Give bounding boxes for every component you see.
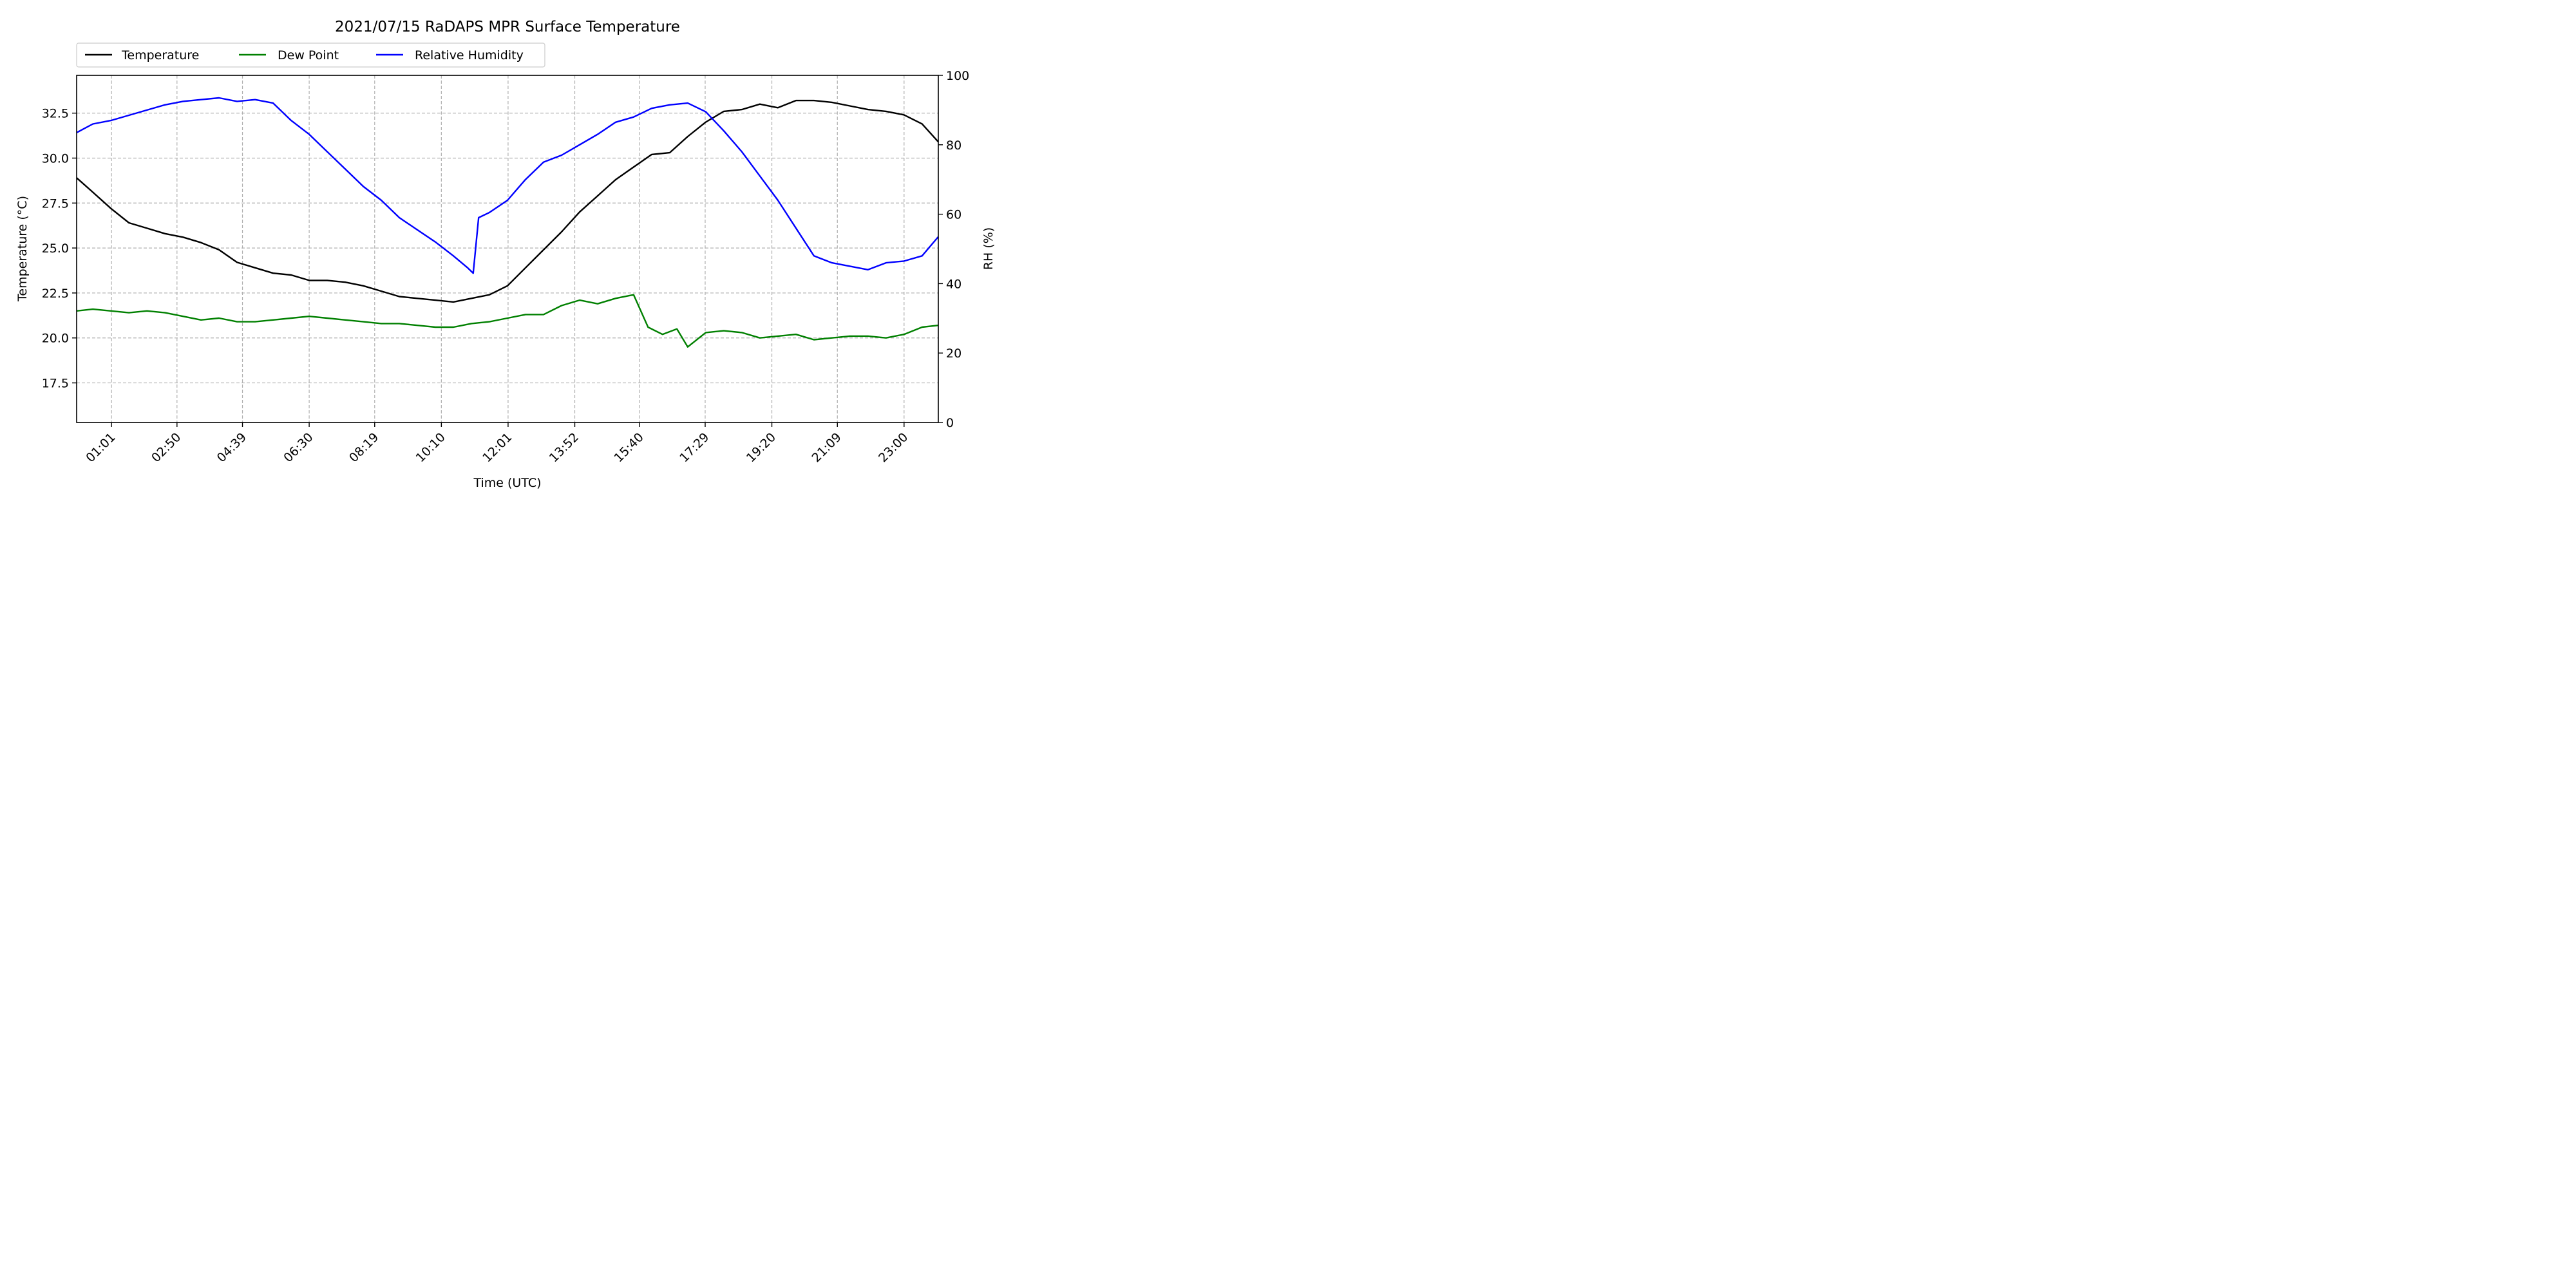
chart-title: 2021/07/15 RaDAPS MPR Surface Temperatur… <box>335 19 680 35</box>
x-tick-label: 19:20 <box>744 430 779 465</box>
y-tick-label: 25.0 <box>42 242 69 256</box>
legend-label-dew-point: Dew Point <box>278 48 339 62</box>
legend-box <box>76 43 545 68</box>
y2-tick-label: 40 <box>946 277 961 291</box>
y2-tick-label: 60 <box>946 208 961 222</box>
x-tick-label: 02:50 <box>149 430 184 465</box>
y-tick-label: 22.5 <box>42 287 69 301</box>
x-tick-label: 04:39 <box>214 430 249 465</box>
x-tick-label: 06:30 <box>281 430 316 465</box>
series-line-dew-point <box>76 294 939 348</box>
x-tick-label: 08:19 <box>346 430 381 465</box>
series-line-relative-humidity <box>76 97 939 274</box>
y2-tick-label: 100 <box>946 69 969 83</box>
y2-tick-label: 20 <box>946 346 961 361</box>
legend: Temperature Dew Point Relative Humidity <box>76 43 545 68</box>
x-axis: 01:01 02:50 04:39 06:30 08:19 10:10 12:01 13:52… <box>83 422 911 465</box>
legend-label-relative-humidity: Relative Humidity <box>415 48 524 62</box>
x-tick-label: 23:00 <box>876 430 911 465</box>
series-lines <box>76 97 939 348</box>
x-tick-label: 01:01 <box>83 430 118 465</box>
chart-svg: 2021/07/15 RaDAPS MPR Surface Temperatur… <box>15 19 996 490</box>
x-tick-label: 15:40 <box>612 430 647 465</box>
x-tick-label: 17:29 <box>677 430 712 465</box>
y-tick-label: 17.5 <box>42 377 69 391</box>
x-tick-label: 13:52 <box>547 430 582 465</box>
legend-label-temperature: Temperature <box>121 48 199 62</box>
y-axis-label: Temperature (°C) <box>15 196 30 302</box>
y-tick-label: 30.0 <box>42 151 69 166</box>
y-axis-left: 17.5 20.0 22.5 25.0 27.5 30.0 32.5 <box>42 107 77 391</box>
y-tick-label: 27.5 <box>42 196 69 211</box>
y-axis-right-label: RH (%) <box>981 227 996 270</box>
y-tick-label: 20.0 <box>42 332 69 346</box>
plot-area-frame <box>76 75 939 423</box>
x-tick-label: 10:10 <box>413 430 448 465</box>
y2-tick-label: 80 <box>946 138 961 153</box>
chart: 2021/07/15 RaDAPS MPR Surface Temperatur… <box>0 0 1010 505</box>
y2-tick-label: 0 <box>946 416 954 430</box>
x-tick-label: 21:09 <box>810 430 844 465</box>
series-line-temperature <box>76 99 939 303</box>
y-tick-label: 32.5 <box>42 107 69 121</box>
x-axis-label: Time (UTC) <box>473 476 541 490</box>
x-tick-label: 12:01 <box>480 430 515 465</box>
grid <box>77 75 938 422</box>
y-axis-right: 0 20 40 60 80 100 <box>938 69 969 430</box>
